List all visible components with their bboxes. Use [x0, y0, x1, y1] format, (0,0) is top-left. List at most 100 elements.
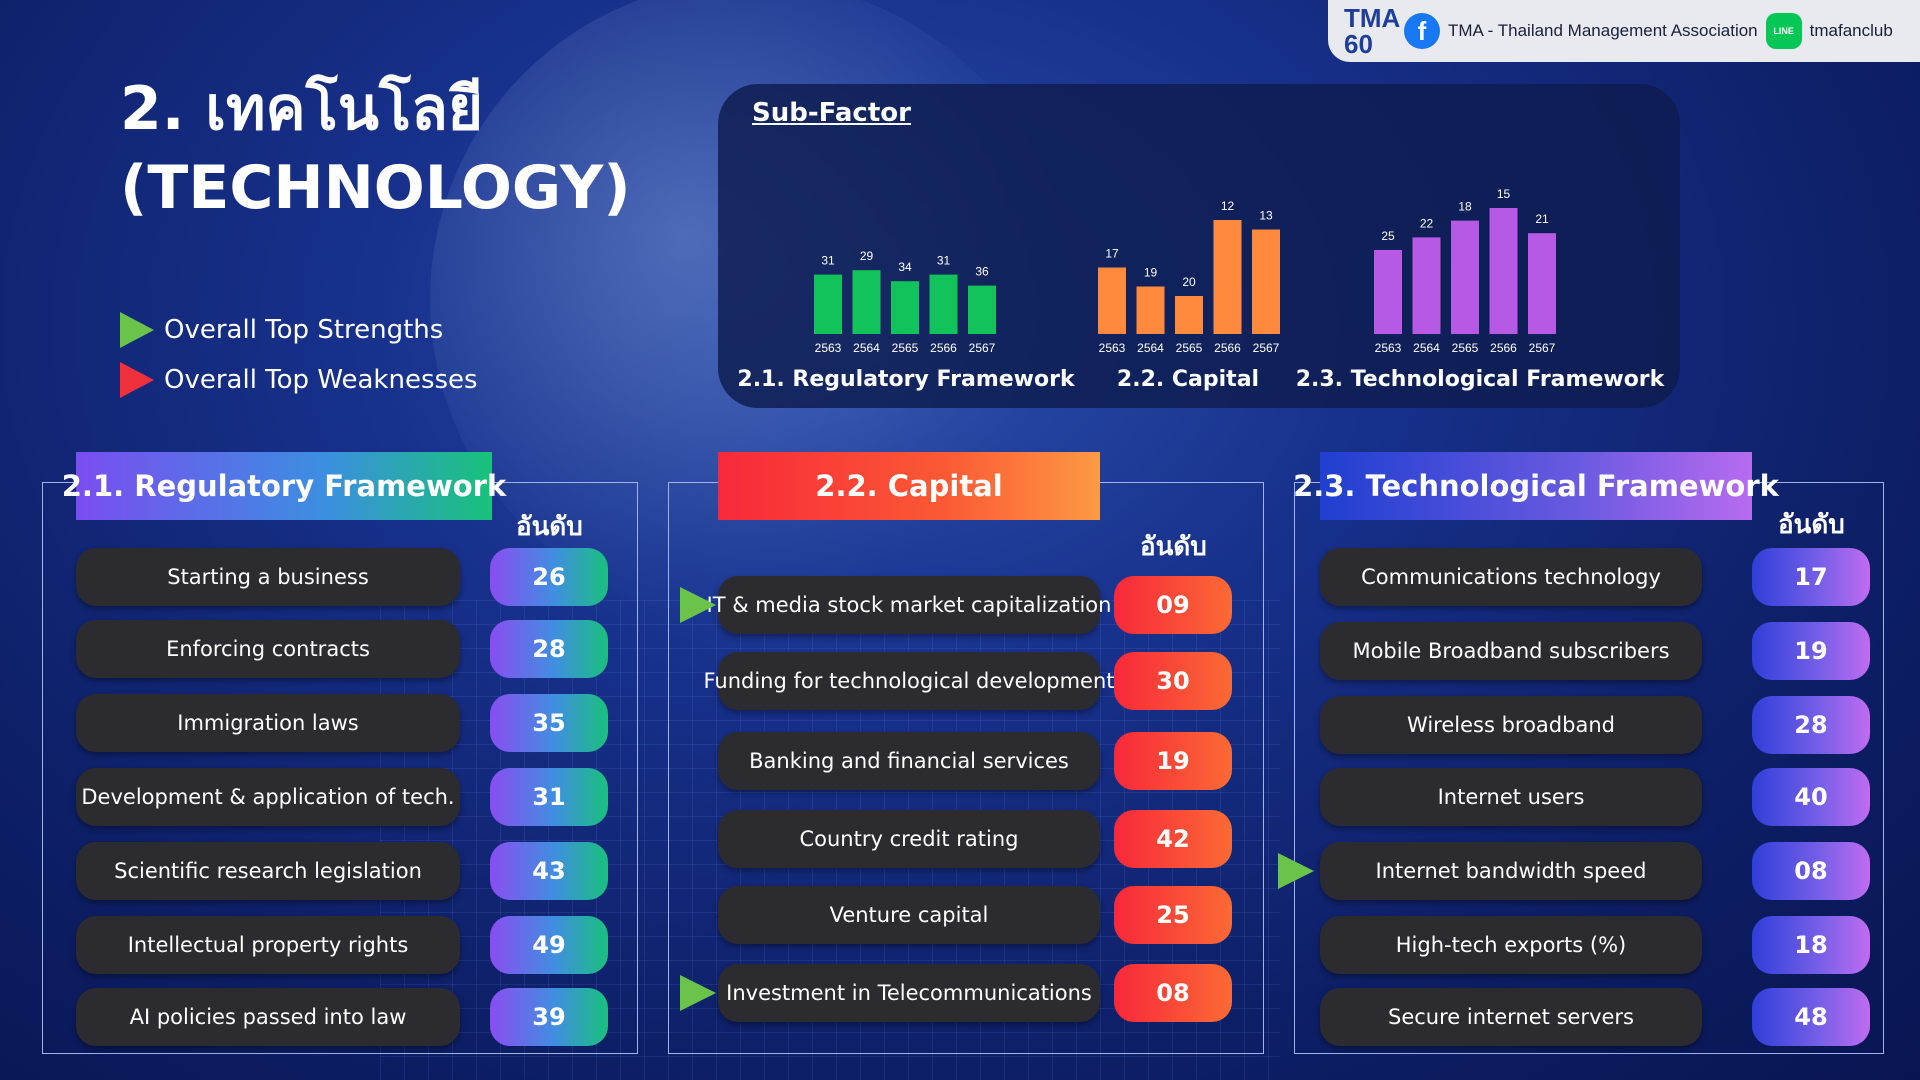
rank-badge: 09	[1114, 576, 1232, 634]
indicator-pill: Country credit rating	[718, 810, 1100, 868]
chart-tick-label: 2565	[1452, 341, 1479, 355]
chart-tick-label: 2567	[969, 341, 996, 355]
chart-value-label: 25	[1381, 229, 1395, 243]
chart-tick-label: 2564	[1137, 341, 1164, 355]
rank-badge: 43	[490, 842, 608, 900]
subfactor-panel: Sub-Factor 31 2563 29 2564 34 2565 31 2566 36 256…	[718, 84, 1680, 408]
rank-badge: 42	[1114, 810, 1232, 868]
rank-badge: 28	[490, 620, 608, 678]
chart-tick-label: 2563	[1099, 341, 1126, 355]
indicator-pill: Intellectual property rights	[76, 916, 460, 974]
chart-tick-label: 2565	[1176, 341, 1203, 355]
chart-bar	[852, 270, 881, 334]
rank-badge: 48	[1752, 988, 1870, 1046]
indicator-pill: Communications technology	[1320, 548, 1702, 606]
indicator-pill: AI policies passed into law	[76, 988, 460, 1046]
section-header-capital: 2.2. Capital	[718, 452, 1100, 520]
chart-tick-label: 2566	[1214, 341, 1241, 355]
brand-bar: TMA 60 f TMA - Thailand Management Assoc…	[1328, 0, 1920, 62]
indicator-pill: Wireless broadband	[1320, 696, 1702, 754]
indicator-pill: Internet bandwidth speed	[1320, 842, 1702, 900]
legend-weaknesses-label: Overall Top Weaknesses	[164, 365, 478, 395]
rank-badge: 17	[1752, 548, 1870, 606]
rank-badge: 35	[490, 694, 608, 752]
line-label[interactable]: tmafanclub	[1809, 21, 1893, 40]
rank-label-regulatory: อันดับ	[516, 512, 583, 542]
facebook-icon[interactable]: f	[1404, 13, 1440, 49]
indicator-pill: Investment in Telecommunications	[718, 964, 1100, 1022]
rank-badge: 40	[1752, 768, 1870, 826]
strength-marker-icon	[680, 587, 716, 623]
facebook-label[interactable]: TMA - Thailand Management Association	[1448, 21, 1758, 40]
line-icon[interactable]: LINE	[1765, 13, 1802, 49]
indicator-pill: Development & application of tech.	[76, 768, 460, 826]
chart-value-label: 15	[1497, 187, 1511, 201]
page-title-thai: 2. เทคโนโลยี	[120, 74, 484, 144]
chart-tick-label: 2566	[930, 341, 957, 355]
rank-badge: 18	[1752, 916, 1870, 974]
indicator-pill: Enforcing contracts	[76, 620, 460, 678]
chart-tick-label: 2566	[1490, 341, 1517, 355]
page-title-english: (TECHNOLOGY)	[120, 153, 631, 224]
rank-badge: 19	[1114, 732, 1232, 790]
chart-value-label: 20	[1182, 275, 1196, 289]
chart-value-label: 21	[1535, 212, 1549, 226]
indicator-pill: Starting a business	[76, 548, 460, 606]
chart-bar	[814, 274, 842, 334]
chart-bar	[1528, 233, 1556, 334]
chart-tick-label: 2567	[1529, 341, 1556, 355]
weakness-triangle-icon	[120, 362, 154, 398]
chart-tick-label: 2565	[892, 341, 919, 355]
rank-badge: 31	[490, 768, 608, 826]
chart-tick-label: 2564	[853, 341, 880, 355]
strength-marker-icon	[1278, 853, 1314, 889]
indicator-pill: Venture capital	[718, 886, 1100, 944]
chart-title: 2.2. Capital	[1117, 367, 1259, 392]
chart-bar	[1374, 250, 1402, 334]
tma-logo: TMA 60	[1344, 3, 1400, 59]
section-header-technological: 2.3. Technological Framework	[1293, 452, 1779, 520]
chart-bar	[1451, 220, 1479, 334]
subfactor-title: Sub-Factor	[752, 98, 911, 128]
chart-value-label: 31	[821, 254, 835, 268]
indicator-pill: Funding for technological development	[703, 652, 1115, 710]
chart-value-label: 18	[1458, 200, 1472, 214]
chart-bar	[1213, 220, 1242, 334]
rank-badge: 08	[1752, 842, 1870, 900]
rank-badge: 39	[490, 988, 608, 1046]
chart-bar	[1175, 296, 1203, 334]
legend-weaknesses: Overall Top Weaknesses	[120, 362, 478, 398]
chart-bar	[1098, 267, 1126, 334]
chart-value-label: 36	[975, 265, 989, 279]
chart-value-label: 13	[1259, 209, 1273, 223]
legend-strengths-label: Overall Top Strengths	[164, 315, 444, 345]
section-header-regulatory: 2.1. Regulatory Framework	[62, 452, 506, 520]
chart-value-label: 19	[1144, 266, 1158, 280]
legend-strengths: Overall Top Strengths	[120, 312, 443, 348]
chart-bar	[968, 285, 996, 334]
chart-title: 2.1. Regulatory Framework	[737, 367, 1076, 392]
page-title: 2. เทคโนโลยี (TECHNOLOGY)	[120, 70, 631, 228]
indicator-pill: High-tech exports (%)	[1320, 916, 1702, 974]
chart-bar	[929, 274, 958, 334]
chart-value-label: 22	[1420, 216, 1434, 230]
indicator-pill: Mobile Broadband subscribers	[1320, 622, 1702, 680]
indicator-pill: Secure internet servers	[1320, 988, 1702, 1046]
chart-value-label: 17	[1105, 247, 1119, 261]
chart-value-label: 29	[860, 249, 874, 263]
rank-badge: 26	[490, 548, 608, 606]
rank-badge: 08	[1114, 964, 1232, 1022]
rank-badge: 19	[1752, 622, 1870, 680]
rank-badge: 49	[490, 916, 608, 974]
chart-value-label: 12	[1221, 199, 1235, 213]
rank-label-technological: อันดับ	[1778, 510, 1845, 540]
chart-tick-label: 2567	[1253, 341, 1280, 355]
chart-value-label: 34	[898, 260, 912, 274]
strength-triangle-icon	[120, 312, 154, 348]
chart-tick-label: 2564	[1413, 341, 1440, 355]
chart-tick-label: 2563	[815, 341, 842, 355]
rank-badge: 30	[1114, 652, 1232, 710]
chart-value-label: 31	[937, 254, 951, 268]
rank-badge: 25	[1114, 886, 1232, 944]
indicator-pill: Banking and financial services	[718, 732, 1100, 790]
